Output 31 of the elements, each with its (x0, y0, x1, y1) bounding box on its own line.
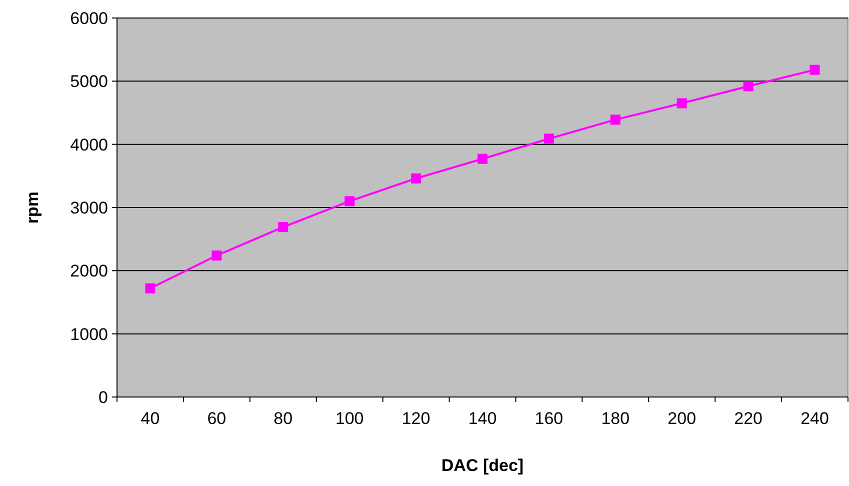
point (278, 222, 288, 232)
x-tick-label: 140 (468, 409, 497, 428)
point (212, 250, 222, 261)
x-tick-label: 80 (274, 409, 293, 428)
y-tick-label: 6000 (70, 8, 108, 28)
point (743, 81, 754, 92)
x-tick-label: 160 (534, 409, 564, 428)
y-tick-label: 5000 (70, 72, 108, 92)
y-tick-label: 1000 (70, 324, 108, 344)
y-tick-label: 3000 (70, 198, 108, 218)
x-tick-label: 100 (335, 409, 364, 428)
point (610, 114, 620, 125)
x-tick-label: 40 (140, 409, 160, 428)
point (478, 154, 488, 164)
point (344, 196, 355, 206)
point (676, 98, 687, 108)
point (810, 64, 820, 75)
x-tick-label: 240 (800, 409, 829, 428)
y-tick-label: 4000 (70, 135, 108, 154)
x-tick-label: 220 (734, 409, 763, 428)
point (411, 173, 422, 184)
y-tick-label: 2000 (70, 262, 108, 281)
point (145, 283, 156, 294)
x-axis-title: DAC [dec] (441, 456, 524, 475)
x-tick-label: 120 (402, 409, 430, 428)
x-tick-label: 200 (668, 409, 696, 428)
y-axis-title: rpm (23, 191, 42, 224)
y-tick-label: 0 (98, 388, 108, 407)
x-tick-label: 180 (601, 409, 630, 428)
point (544, 134, 554, 144)
x-tick-label: 60 (207, 409, 226, 428)
